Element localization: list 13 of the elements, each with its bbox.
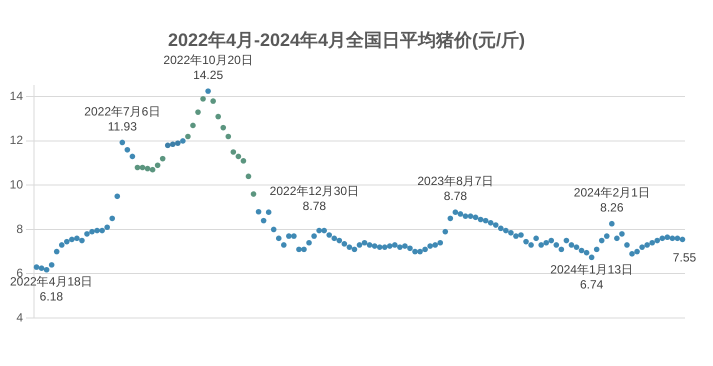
y-tick-label: 12 [10, 133, 24, 148]
annotation: 2024年1月13日 6.74 [550, 262, 633, 292]
y-tick-label: 8 [16, 222, 24, 236]
annotation: 2024年2月1日 8.26 [574, 186, 650, 215]
y-tick-label: 14 [10, 88, 24, 103]
chart-title: 2022年4月-2024年4月全国日平均猪价(元/斤) [168, 30, 526, 50]
annotation: 2023年8月7日 8.78 [417, 174, 494, 204]
annotation: 7.55 [672, 250, 696, 264]
y-tick-label: 10 [10, 178, 24, 192]
annotation: 2022年7月6日 11.93 [84, 104, 160, 134]
y-tick-label: 4 [16, 310, 24, 324]
text: 2022年10月20日 14.25 [163, 53, 253, 82]
annotation: 2022年12月30日 8.78 [270, 184, 360, 214]
